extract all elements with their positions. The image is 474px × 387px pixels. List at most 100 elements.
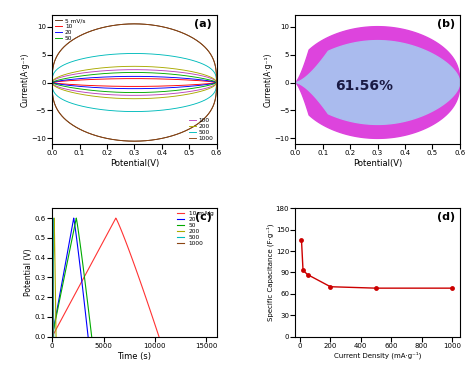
1000 bbox=[119, 138, 125, 143]
50 bbox=[59, 83, 64, 88]
Y-axis label: Specific Capacitance (F·g⁻¹): Specific Capacitance (F·g⁻¹) bbox=[267, 224, 274, 321]
200 bbox=[51, 216, 57, 221]
200 bbox=[52, 237, 57, 242]
10 mA/g bbox=[49, 334, 55, 339]
200 bbox=[53, 307, 58, 312]
50 bbox=[131, 70, 137, 75]
100 bbox=[131, 67, 137, 72]
500 bbox=[50, 234, 56, 239]
20 bbox=[81, 297, 87, 301]
10 bbox=[210, 79, 215, 84]
50 bbox=[81, 265, 86, 270]
Line: 200: 200 bbox=[52, 66, 217, 99]
20 bbox=[85, 334, 91, 339]
Line: 50: 50 bbox=[52, 218, 91, 337]
1000 bbox=[50, 237, 55, 242]
Legend: 10 mA/g, 20, 50, 200, 500, 1000: 10 mA/g, 20, 50, 200, 500, 1000 bbox=[177, 211, 214, 246]
10 mA/g bbox=[156, 334, 162, 339]
Line: 500: 500 bbox=[52, 53, 217, 111]
X-axis label: Current Density (mA·g⁻¹): Current Density (mA·g⁻¹) bbox=[334, 352, 421, 359]
Line: 5 mV/s: 5 mV/s bbox=[52, 24, 217, 141]
20 bbox=[201, 78, 206, 82]
50 bbox=[89, 334, 94, 339]
20 bbox=[210, 79, 215, 84]
1000 bbox=[132, 139, 137, 144]
500 bbox=[50, 216, 56, 221]
5 mV/s bbox=[119, 138, 125, 143]
1000 bbox=[50, 234, 55, 239]
500 bbox=[66, 60, 72, 65]
10 bbox=[119, 84, 125, 89]
200 bbox=[210, 75, 215, 80]
200 bbox=[59, 87, 64, 92]
10 mA/g bbox=[133, 265, 138, 270]
5 mV/s bbox=[49, 80, 55, 85]
50 bbox=[84, 297, 90, 301]
500 bbox=[49, 334, 55, 339]
50 bbox=[201, 76, 206, 81]
100 bbox=[49, 80, 55, 85]
50 bbox=[132, 90, 137, 95]
10 bbox=[59, 81, 64, 86]
500 bbox=[51, 307, 56, 312]
10 bbox=[66, 79, 72, 83]
20 bbox=[77, 265, 83, 270]
50 bbox=[87, 317, 92, 322]
1000 bbox=[131, 22, 137, 26]
200 bbox=[49, 80, 55, 85]
500 bbox=[49, 80, 55, 85]
1000 bbox=[50, 334, 56, 339]
1000 bbox=[58, 113, 64, 118]
10 mA/g bbox=[150, 317, 156, 322]
Y-axis label: Current(A·g⁻¹): Current(A·g⁻¹) bbox=[21, 53, 30, 107]
Line: 50: 50 bbox=[52, 72, 217, 92]
200 bbox=[53, 317, 59, 322]
200 bbox=[131, 64, 137, 68]
100 bbox=[49, 80, 55, 85]
10 bbox=[201, 79, 206, 83]
Line: 1000: 1000 bbox=[52, 218, 53, 337]
50 bbox=[210, 78, 215, 83]
Polygon shape bbox=[295, 27, 460, 139]
Line: 500: 500 bbox=[52, 218, 54, 337]
50 bbox=[76, 234, 82, 239]
500 bbox=[51, 317, 56, 322]
500 bbox=[131, 51, 137, 56]
500 bbox=[58, 96, 64, 101]
10 mA/g bbox=[144, 297, 149, 301]
Y-axis label: Potential (V): Potential (V) bbox=[24, 248, 33, 296]
20 bbox=[82, 307, 88, 312]
20 bbox=[119, 86, 125, 91]
20 bbox=[83, 317, 89, 322]
50 bbox=[66, 75, 72, 80]
20 bbox=[131, 74, 137, 79]
20 bbox=[58, 82, 64, 87]
20 bbox=[71, 216, 77, 221]
200 bbox=[53, 334, 59, 339]
5 mV/s bbox=[58, 113, 64, 118]
5 mV/s bbox=[131, 22, 137, 26]
Line: 10: 10 bbox=[52, 79, 217, 86]
500 bbox=[50, 237, 56, 242]
500 bbox=[119, 109, 125, 114]
5 mV/s bbox=[201, 43, 206, 48]
50 bbox=[49, 80, 55, 85]
5 mV/s bbox=[59, 113, 64, 118]
10 bbox=[131, 76, 137, 81]
100 bbox=[132, 93, 137, 98]
200 bbox=[58, 87, 64, 92]
Text: (d): (d) bbox=[437, 212, 455, 222]
Legend: 100, 200, 500, 1000: 100, 200, 500, 1000 bbox=[189, 118, 214, 141]
500 bbox=[49, 80, 55, 85]
50 bbox=[86, 307, 91, 312]
X-axis label: Potential(V): Potential(V) bbox=[353, 159, 402, 168]
200 bbox=[53, 297, 58, 301]
5 mV/s bbox=[66, 40, 72, 45]
X-axis label: Potential(V): Potential(V) bbox=[109, 159, 159, 168]
20 bbox=[73, 234, 79, 239]
Text: 61.56%: 61.56% bbox=[336, 79, 393, 93]
1000 bbox=[50, 265, 55, 270]
500 bbox=[210, 68, 215, 72]
100 bbox=[59, 86, 64, 90]
1000 bbox=[50, 317, 56, 322]
